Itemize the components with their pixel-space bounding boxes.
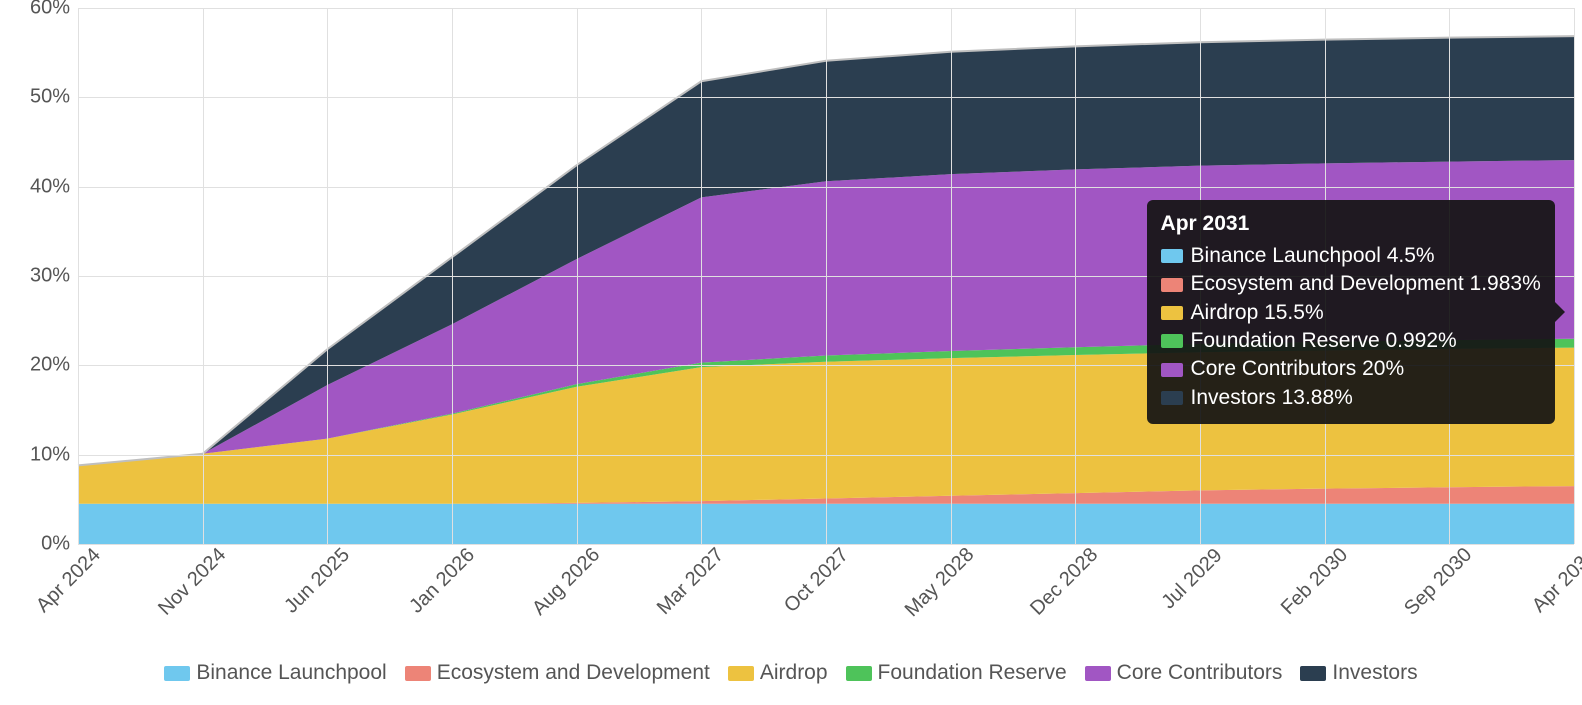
tooltip-row-binance_launchpool: Binance Launchpool 4.5%	[1161, 242, 1541, 270]
gridline-vertical	[452, 8, 453, 544]
legend-swatch-icon	[1085, 666, 1111, 681]
x-axis-tick-label: Jan 2026	[400, 538, 480, 618]
legend-item-ecosystem_dev[interactable]: Ecosystem and Development	[405, 661, 710, 685]
x-axis-tick-label: May 2028	[895, 538, 979, 622]
x-axis-tick-label: Dec 2028	[1021, 538, 1103, 620]
tooltip-swatch-icon	[1161, 391, 1183, 405]
x-axis-tick-label: Nov 2024	[148, 538, 230, 620]
legend-swatch-icon	[405, 666, 431, 681]
legend-swatch-icon	[728, 666, 754, 681]
tooltip-row-foundation_reserve: Foundation Reserve 0.992%	[1161, 327, 1541, 355]
x-axis-tick-label: Aug 2026	[522, 538, 604, 620]
legend-swatch-icon	[846, 666, 872, 681]
tooltip-row-core_contributors: Core Contributors 20%	[1161, 355, 1541, 383]
legend-item-airdrop[interactable]: Airdrop	[728, 661, 828, 685]
legend-label: Foundation Reserve	[878, 661, 1067, 685]
legend: Binance Launchpool Ecosystem and Developm…	[0, 661, 1582, 685]
x-axis-tick-label: Oct 2027	[774, 538, 853, 617]
tooltip-row-text: Ecosystem and Development 1.983%	[1191, 270, 1541, 298]
legend-item-core_contributors[interactable]: Core Contributors	[1085, 661, 1283, 685]
tooltip-row-text: Airdrop 15.5%	[1191, 299, 1324, 327]
legend-swatch-icon	[1300, 666, 1326, 681]
tooltip: Apr 2031 Binance Launchpool 4.5%Ecosyste…	[1147, 200, 1555, 424]
tooltip-title: Apr 2031	[1161, 210, 1541, 238]
gridline-vertical	[951, 8, 952, 544]
tooltip-swatch-icon	[1161, 278, 1183, 292]
gridline-vertical	[701, 8, 702, 544]
y-axis-tick-label: 60%	[30, 0, 78, 20]
legend-item-foundation_reserve[interactable]: Foundation Reserve	[846, 661, 1067, 685]
gridline-vertical	[203, 8, 204, 544]
legend-label: Investors	[1332, 661, 1417, 685]
tooltip-swatch-icon	[1161, 306, 1183, 320]
tooltip-row-text: Foundation Reserve 0.992%	[1191, 327, 1457, 355]
y-axis-tick-label: 40%	[30, 175, 78, 198]
tooltip-swatch-icon	[1161, 249, 1183, 263]
x-axis-tick-label: Feb 2030	[1271, 538, 1353, 620]
x-axis-tick-label: Sep 2030	[1395, 538, 1477, 620]
x-axis-tick-label: Apr 2031	[1522, 538, 1582, 617]
legend-item-binance_launchpool[interactable]: Binance Launchpool	[164, 661, 386, 685]
y-axis-tick-label: 10%	[30, 443, 78, 466]
token-release-stacked-area-chart: 0%10%20%30%40%50%60%Apr 2024Nov 2024Jun …	[0, 0, 1582, 705]
tooltip-row-text: Binance Launchpool 4.5%	[1191, 242, 1435, 270]
legend-label: Ecosystem and Development	[437, 661, 710, 685]
gridline-vertical	[826, 8, 827, 544]
legend-label: Binance Launchpool	[196, 661, 386, 685]
tooltip-row-text: Core Contributors 20%	[1191, 355, 1405, 383]
gridline-vertical	[327, 8, 328, 544]
tooltip-row-text: Investors 13.88%	[1191, 384, 1353, 412]
legend-item-investors[interactable]: Investors	[1300, 661, 1417, 685]
tooltip-row-airdrop: Airdrop 15.5%	[1161, 299, 1541, 327]
x-axis-tick-label: Jun 2025	[275, 538, 355, 618]
x-axis-tick-label: Jul 2029	[1152, 539, 1227, 614]
gridline-vertical	[1574, 8, 1575, 544]
legend-label: Core Contributors	[1117, 661, 1283, 685]
tooltip-swatch-icon	[1161, 363, 1183, 377]
gridline-vertical	[577, 8, 578, 544]
legend-swatch-icon	[164, 666, 190, 681]
tooltip-row-investors: Investors 13.88%	[1161, 384, 1541, 412]
gridline-vertical	[78, 8, 79, 544]
y-axis-tick-label: 30%	[30, 265, 78, 288]
tooltip-swatch-icon	[1161, 334, 1183, 348]
y-axis-tick-label: 20%	[30, 354, 78, 377]
gridline-vertical	[1075, 8, 1076, 544]
x-axis-tick-label: Mar 2027	[648, 538, 730, 620]
y-axis-tick-label: 50%	[30, 86, 78, 109]
tooltip-row-ecosystem_dev: Ecosystem and Development 1.983%	[1161, 270, 1541, 298]
tooltip-caret-icon	[1555, 302, 1565, 322]
legend-label: Airdrop	[760, 661, 828, 685]
